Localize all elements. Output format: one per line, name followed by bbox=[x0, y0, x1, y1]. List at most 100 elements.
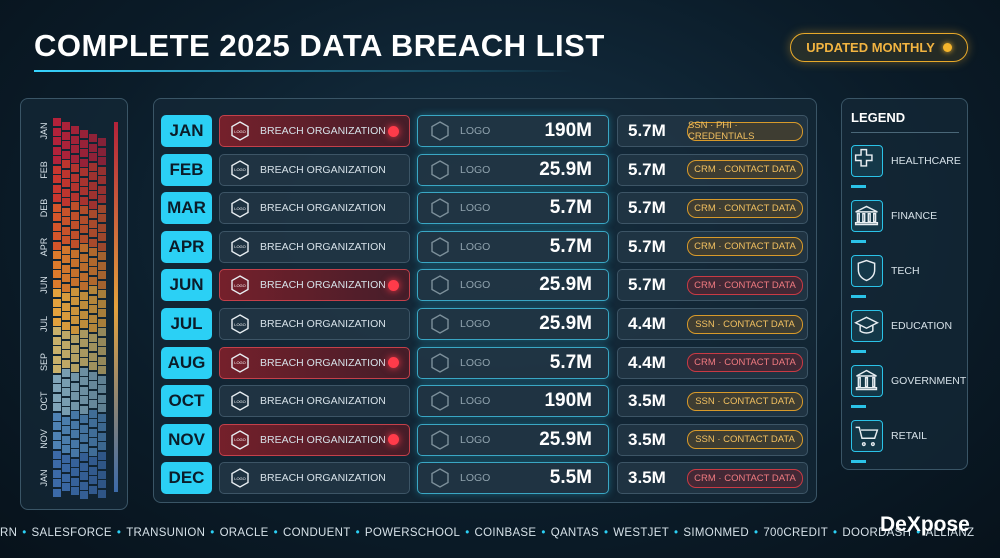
legend-bar bbox=[851, 185, 866, 188]
logo-text: LOGO bbox=[460, 279, 491, 292]
organization-cell: LOGO BREACH ORGANIZATION bbox=[219, 230, 410, 263]
organization-cell: LOGO BREACH ORGANIZATION bbox=[219, 423, 410, 456]
org-logo: LOGO bbox=[230, 429, 250, 450]
ticker-item: POWERSCHOOL bbox=[364, 527, 461, 539]
heatmap-cell bbox=[53, 355, 61, 364]
heatmap-cell bbox=[89, 181, 97, 190]
heatmap-cell bbox=[89, 371, 97, 380]
heatmap-cell bbox=[53, 165, 61, 174]
heatmap-cell bbox=[80, 253, 88, 262]
heatmap-cell bbox=[98, 461, 106, 469]
organization-cell: LOGO BREACH ORGANIZATION bbox=[219, 308, 410, 340]
heatmap-cell bbox=[53, 270, 61, 278]
logo-text: LOGO bbox=[460, 395, 491, 408]
org-logo-text: LOGO bbox=[234, 321, 246, 327]
heatmap-cell bbox=[62, 464, 70, 472]
records: 4.4M bbox=[628, 314, 666, 333]
badge-text: UPDATED MONTHLY bbox=[806, 40, 935, 55]
heatmap-cell bbox=[53, 327, 61, 335]
heatmap-cell bbox=[71, 458, 79, 467]
organization-name: BREACH ORGANIZATION bbox=[260, 318, 386, 330]
heatmap-cell bbox=[98, 204, 106, 213]
heatmap-cell bbox=[89, 229, 97, 237]
heatmap-cell bbox=[62, 388, 70, 396]
heatmap-cell bbox=[98, 271, 106, 279]
heatmap-cell bbox=[53, 279, 61, 288]
heatmap-cell bbox=[80, 215, 88, 224]
heatmap-cell bbox=[80, 130, 88, 138]
records: 4.4M bbox=[628, 352, 666, 372]
organization-cell: LOGO BREACH ORGANIZATION bbox=[219, 346, 410, 379]
legend-label: TECH bbox=[891, 265, 920, 277]
legend-label: HEALTHCARE bbox=[891, 155, 961, 167]
records-cell: 5.7M CRM · CONTACT DATA bbox=[617, 230, 808, 263]
sidebar-month-label: JUL bbox=[39, 315, 49, 332]
heatmap-cell bbox=[89, 362, 97, 370]
heatmap-cell bbox=[53, 298, 61, 307]
logo-icon bbox=[430, 391, 450, 411]
logo-icon bbox=[430, 352, 450, 373]
ticker-separator: • bbox=[355, 527, 360, 539]
records-cell: 4.4M CRM · CONTACT DATA bbox=[617, 346, 808, 379]
heatmap-cell bbox=[71, 335, 79, 343]
heatmap-cell bbox=[80, 310, 88, 319]
heatmap-cell bbox=[98, 375, 106, 384]
heatmap-cell bbox=[62, 188, 70, 197]
heatmap-cell bbox=[53, 127, 61, 136]
sidebar-month-label: DEB bbox=[39, 198, 49, 218]
heatmap-cell bbox=[62, 416, 70, 425]
heatmap-cell bbox=[53, 260, 61, 269]
heatmap-cell bbox=[89, 390, 97, 399]
heatmap-cell bbox=[89, 457, 97, 465]
ticker-item: COINBASE bbox=[474, 527, 537, 539]
records: 5.7M bbox=[628, 236, 666, 256]
heatmap-cell bbox=[71, 420, 79, 429]
heatmap-cell bbox=[53, 374, 61, 383]
legend-title: LEGEND bbox=[851, 110, 906, 125]
org-logo-text: LOGO bbox=[234, 244, 246, 250]
ticker-item: SIMONMED bbox=[683, 527, 750, 539]
heatmap-cell bbox=[53, 203, 61, 212]
ticker-separator: • bbox=[273, 527, 278, 539]
tag: SSN · CONTACT DATA bbox=[687, 391, 803, 411]
heatmap-cell bbox=[89, 400, 97, 408]
tag: SSN · PHI · CREDENTIALS bbox=[687, 120, 803, 142]
records: 5.7M bbox=[628, 198, 666, 218]
records: 3.5M bbox=[628, 468, 666, 488]
heatmap-cell bbox=[71, 354, 79, 362]
organization-name: BREACH ORGANIZATION bbox=[260, 240, 386, 253]
heatmap-cell bbox=[98, 185, 106, 194]
logo-text: LOGO bbox=[460, 356, 491, 369]
heatmap-cell bbox=[53, 365, 61, 373]
heatmap-cell bbox=[98, 347, 106, 355]
heatmap-cell bbox=[53, 137, 61, 145]
heatmap-cell bbox=[71, 468, 79, 476]
org-logo: LOGO bbox=[230, 121, 250, 141]
badge-dot bbox=[942, 43, 952, 52]
organization-cell: LOGO BREACH ORGANIZATION bbox=[219, 385, 410, 418]
heatmap-cell bbox=[62, 207, 70, 216]
heatmap-cell bbox=[80, 168, 88, 176]
heatmap-cell bbox=[53, 194, 61, 202]
heatmap-cell bbox=[62, 321, 70, 330]
heatmap-cell bbox=[89, 248, 97, 256]
ticker-item: QANTAS bbox=[550, 527, 599, 539]
amount: 25.9M bbox=[539, 428, 592, 450]
heatmap-cell bbox=[98, 366, 106, 374]
tag: CRM · CONTACT DATA bbox=[687, 237, 803, 257]
heatmap-cell bbox=[80, 415, 88, 423]
alert-dot bbox=[388, 125, 399, 137]
heatmap-cell bbox=[89, 438, 97, 446]
logo-icon bbox=[430, 314, 450, 334]
heatmap-cell bbox=[80, 177, 88, 186]
heatmap-cell bbox=[98, 394, 106, 403]
heatmap-cell bbox=[53, 156, 61, 164]
heatmap-cell bbox=[89, 134, 97, 142]
heatmap-cell bbox=[62, 340, 70, 349]
heatmap-cell bbox=[98, 489, 106, 498]
heatmap-cell bbox=[53, 431, 61, 440]
amount-cell: LOGO 25.9M bbox=[417, 269, 609, 302]
heatmap-cell bbox=[53, 146, 61, 155]
heatmap-cell bbox=[62, 454, 70, 463]
org-logo-text: LOGO bbox=[234, 128, 246, 134]
